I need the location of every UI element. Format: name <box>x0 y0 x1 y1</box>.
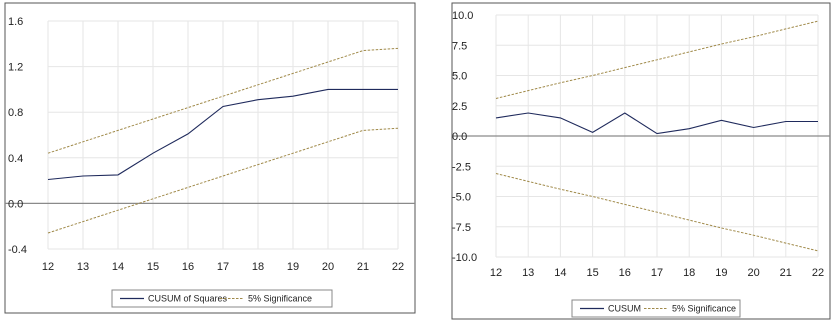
x-tick-label: 19 <box>715 267 727 279</box>
y-tick-label: 0.8 <box>8 107 23 119</box>
lower-significance-line <box>495 173 819 252</box>
x-tick-label: 14 <box>112 261 124 273</box>
upper-significance-line <box>47 47 399 154</box>
legend-label-cusum: CUSUM <box>608 304 641 314</box>
x-tick-label: 19 <box>287 261 299 273</box>
legend-label-significance: 5% Significance <box>248 294 312 304</box>
legend-label-cusum: CUSUM of Squares <box>148 294 228 304</box>
y-tick-label: -10.0 <box>452 252 477 264</box>
cusum-chart: 10.0 7.5 5.0 2.5 0.0 -2.5 -5.0 -7.5 -10.0 12 13 14 1… <box>450 0 832 322</box>
x-tick-label: 12 <box>490 267 502 279</box>
x-tick-label: 18 <box>683 267 695 279</box>
x-tick-label: 21 <box>357 261 369 273</box>
y-tick-label: -0.4 <box>8 244 27 256</box>
cusum-svg: 10.0 7.5 5.0 2.5 0.0 -2.5 -5.0 -7.5 -10.0 12 13 14 1… <box>451 2 831 320</box>
x-tick-label: 13 <box>77 261 89 273</box>
series-line-cusum-of-squares <box>47 88 398 181</box>
x-tick-label: 12 <box>42 261 54 273</box>
x-tick-label: 15 <box>147 261 159 273</box>
x-tick-label: 16 <box>182 261 194 273</box>
x-tick-label: 13 <box>522 267 534 279</box>
y-tick-label: 1.2 <box>8 62 23 74</box>
y-tick-label: 1.6 <box>8 16 23 28</box>
y-tick-label: 10.0 <box>452 10 473 22</box>
lower-significance-line <box>47 127 399 234</box>
x-tick-label: 16 <box>619 267 631 279</box>
x-tick-label: 14 <box>554 267 566 279</box>
x-tick-label: 15 <box>586 267 598 279</box>
cusum-squares-svg: 1.6 1.2 0.8 0.4 0.0 -0.4 12 13 14 15 16 17 18 19 20 21 2… <box>4 2 416 314</box>
x-tick-label: 17 <box>651 267 663 279</box>
x-tick-label: 20 <box>747 267 759 279</box>
chart-frame <box>451 2 831 320</box>
x-tick-label: 17 <box>217 261 229 273</box>
cusum-squares-chart: 1.6 1.2 0.8 0.4 0.0 -0.4 12 13 14 15 16 17 18 19 20 21 2… <box>0 0 420 316</box>
y-tick-label: 2.5 <box>452 101 467 113</box>
x-tick-label: 22 <box>812 267 824 279</box>
y-tick-label: -2.5 <box>452 161 471 173</box>
x-tick-label: 20 <box>322 261 334 273</box>
series-line-cusum <box>495 112 818 135</box>
x-tick-label: 22 <box>392 261 404 273</box>
y-tick-label: 7.5 <box>452 40 467 52</box>
x-tick-label: 18 <box>252 261 264 273</box>
y-tick-label: -7.5 <box>452 222 471 234</box>
upper-significance-line <box>495 20 819 99</box>
y-tick-label: -5.0 <box>452 192 471 204</box>
y-tick-label: 0.0 <box>8 198 23 210</box>
x-tick-label: 21 <box>780 267 792 279</box>
y-tick-label: 0.4 <box>8 153 23 165</box>
legend-label-significance: 5% Significance <box>672 304 736 314</box>
y-tick-label: 0.0 <box>452 131 467 143</box>
y-tick-label: 5.0 <box>452 71 467 83</box>
